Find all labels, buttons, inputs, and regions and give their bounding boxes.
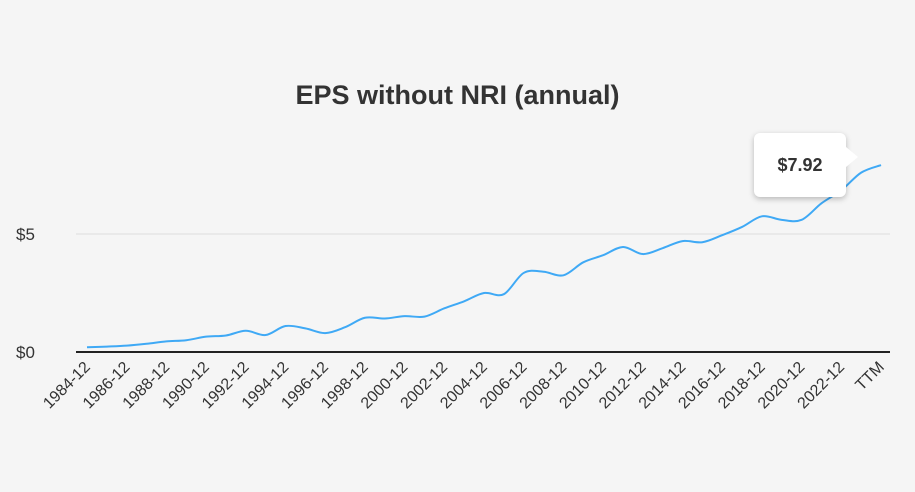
y-tick-label: $5 xyxy=(16,225,35,244)
x-tick-label: TTM xyxy=(853,359,888,394)
y-tick-label: $0 xyxy=(16,343,35,362)
value-tooltip: $7.92 xyxy=(754,133,858,197)
eps-series-line xyxy=(86,164,882,349)
chart-title: EPS without NRI (annual) xyxy=(295,80,620,110)
